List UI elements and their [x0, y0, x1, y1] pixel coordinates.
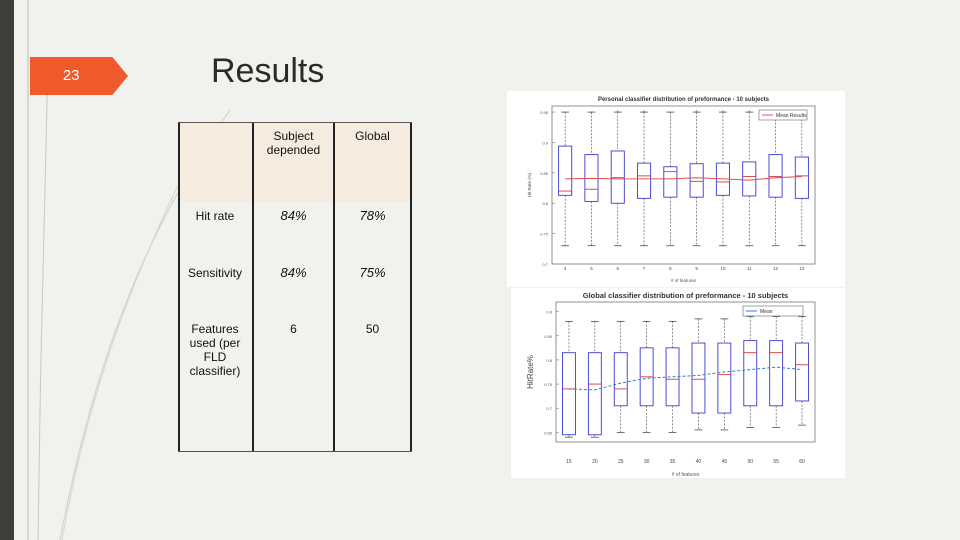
y-tick-label: 0.75 [544, 382, 553, 387]
x-tick-label: 50 [747, 459, 753, 465]
x-tick-label: 6 [616, 266, 619, 271]
outlier-mark: + [747, 109, 751, 116]
y-tick-label: 0.8 [546, 358, 552, 363]
x-tick-label: 8 [669, 266, 672, 271]
hit-rate-global: 78% [359, 208, 386, 223]
x-tick-label: 13 [799, 266, 805, 271]
table-header-shade [178, 122, 412, 202]
features-subject: 6 [290, 322, 297, 336]
features-global: 50 [365, 322, 380, 336]
outlier-mark: + [721, 109, 725, 116]
legend-label: Mean Results [776, 113, 807, 119]
results-table: Subject depended Global Hit rate 84% 78%… [178, 122, 412, 452]
sensitivity-subject: 84% [280, 265, 307, 280]
row-label-sensitivity: Sensitivity [187, 266, 243, 280]
mean-line [568, 366, 803, 391]
x-tick-label: 20 [592, 459, 598, 465]
hit-rate-subject: 84% [280, 208, 307, 223]
box [637, 162, 652, 199]
chart-svg: Personal classifier distribution of pref… [527, 97, 816, 283]
y-tick-label: 0.9 [542, 140, 548, 145]
legend-label: Mean [760, 309, 773, 315]
outlier-mark: + [642, 109, 646, 116]
sensitivity-global: 75% [359, 265, 386, 280]
y-tick-label: 0.65 [544, 430, 553, 435]
plot-frame [555, 301, 816, 443]
mean-line [565, 175, 802, 181]
y-tick-label: 0.85 [544, 334, 553, 339]
x-tick-label: 55 [773, 459, 779, 465]
x-tick-label: 15 [566, 459, 572, 465]
box [795, 342, 809, 402]
x-tick-label: 12 [773, 266, 779, 271]
outlier-mark: + [695, 109, 699, 116]
personal-classifier-chart: Personal classifier distribution of pref… [507, 91, 845, 287]
row-label-hit-rate: Hit rate [195, 209, 235, 223]
x-axis-label: # of features [672, 472, 700, 478]
box [691, 342, 706, 414]
x-tick-label: 35 [670, 459, 676, 465]
box [587, 352, 602, 436]
x-tick-label: 10 [720, 266, 726, 271]
box [562, 352, 576, 436]
chart-svg: Global classifier distribution of prefor… [526, 291, 816, 478]
y-tick-label: 0.95 [540, 110, 549, 115]
y-tick-label: 0.7 [542, 262, 548, 267]
y-tick-label: 0.9 [546, 310, 552, 315]
x-tick-label: 7 [643, 266, 646, 271]
slide-title: Results [211, 52, 325, 90]
x-tick-label: 4 [564, 266, 567, 271]
x-axis-label: # of features [671, 278, 697, 283]
header-global: Global [355, 129, 390, 143]
chart-title: Global classifier distribution of prefor… [583, 291, 788, 300]
legend-box [758, 109, 808, 121]
box [794, 156, 809, 199]
x-tick-label: 11 [747, 266, 752, 271]
header-subject-depended: Subject depended [266, 129, 321, 157]
y-axis-label: Hit Rate (%) [527, 172, 532, 197]
box [742, 161, 757, 197]
box [769, 340, 784, 407]
y-tick-label: 0.7 [546, 406, 552, 411]
box [613, 352, 628, 407]
box [610, 150, 625, 204]
box [558, 145, 573, 196]
y-tick-label: 0.85 [540, 171, 549, 176]
x-tick-label: 60 [799, 459, 805, 465]
x-tick-label: 45 [722, 459, 728, 465]
x-tick-label: 5 [590, 266, 593, 271]
y-tick-label: 0.75 [540, 232, 549, 237]
global-classifier-chart: Global classifier distribution of prefor… [511, 288, 845, 478]
legend-box [742, 305, 804, 317]
row-label-features-used: Features used (per FLD classifier) [189, 322, 241, 378]
sidebar-bar [0, 0, 14, 540]
chart-title: Personal classifier distribution of pref… [598, 97, 770, 103]
plot-frame [551, 105, 816, 265]
box [768, 154, 783, 198]
y-axis-label: HitRate% [526, 355, 535, 389]
slide-number: 23 [62, 67, 80, 84]
x-tick-label: 25 [618, 459, 624, 465]
y-tick-label: 0.8 [542, 201, 548, 206]
box [689, 163, 704, 198]
x-tick-label: 40 [696, 459, 702, 465]
x-tick-label: 9 [695, 266, 698, 271]
box [717, 342, 732, 414]
box [663, 166, 678, 198]
x-tick-label: 30 [644, 459, 650, 465]
outlier-mark: + [616, 109, 620, 116]
slide-number-badge: 23 [30, 57, 128, 95]
box [743, 340, 758, 407]
